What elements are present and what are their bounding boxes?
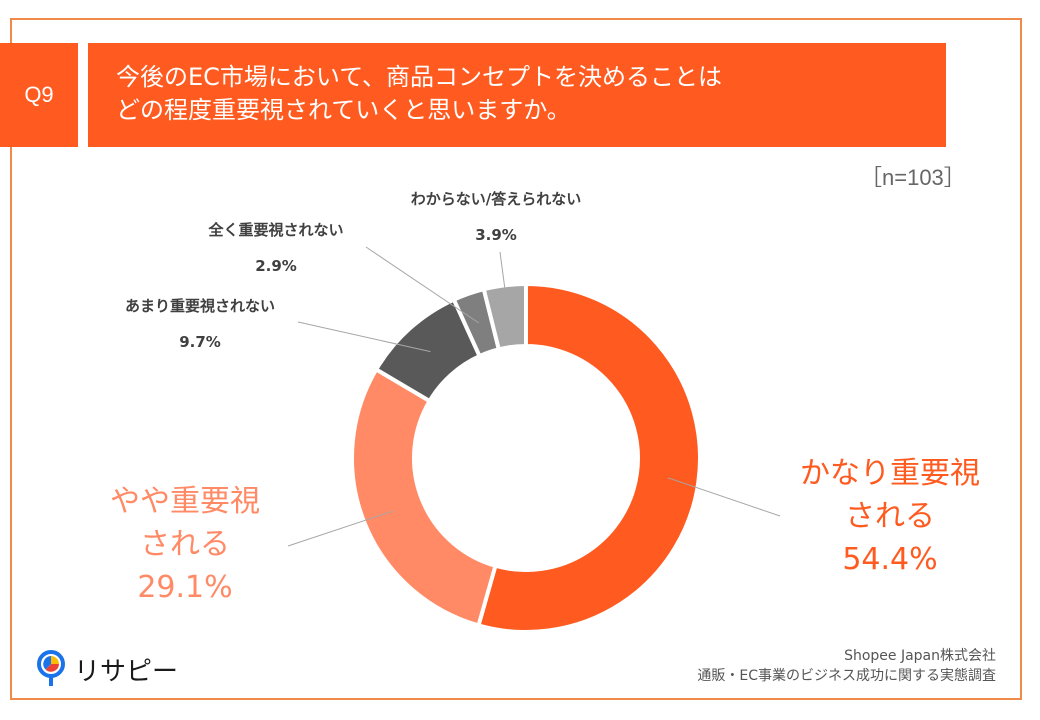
brand-logo: リサピー <box>36 650 178 688</box>
slice-label-dont-know: わからない/答えられない 3.9% <box>376 181 616 253</box>
brand-logo-text: リサピー <box>74 656 179 687</box>
slice-value-dont-know: 3.9% <box>475 226 517 244</box>
slice-label-very-important-line-1: かなり重要視 <box>800 456 980 491</box>
sample-size: ［n=103］ <box>860 165 966 190</box>
slice-label-somewhat-important-line-1: やや重要視 <box>110 484 260 519</box>
slide-frame <box>10 18 1022 700</box>
slice-dont-know <box>481 281 528 352</box>
slice-label-not-important-line-1: 全く重要視されない <box>208 221 344 239</box>
slice-value-not-very-important: 9.7% <box>179 333 221 351</box>
slice-value-very-important: 54.4% <box>842 542 938 577</box>
slice-label-not-important: 全く重要視されない 2.9% <box>176 212 376 284</box>
slice-label-dont-know-line-1: わからない/答えられない <box>410 190 582 208</box>
slice-not-important-leader-line <box>365 246 480 324</box>
source-line-2: 通販・EC事業のビジネス成功に関する実態調査 <box>697 668 996 684</box>
slice-very-important <box>476 281 702 634</box>
source-line-1: Shopee Japan株式会社 <box>844 648 996 664</box>
question-title: 今後のEC市場において、商品コンセプトを決めることは どの程度重要視されていくと… <box>88 43 946 147</box>
question-title-line-2: どの程度重要視されていくと思いますか。 <box>116 96 571 124</box>
slice-somewhat-important <box>350 366 498 628</box>
slice-label-somewhat-important-line-2: される <box>140 527 230 562</box>
slice-label-somewhat-important: やや重要視 される 29.1% <box>70 480 300 609</box>
question-tag: Q9 <box>0 43 78 147</box>
slice-somewhat-important-leader-line <box>287 510 394 547</box>
slice-value-somewhat-important: 29.1% <box>137 570 233 605</box>
slice-value-not-important: 2.9% <box>255 257 297 275</box>
slice-label-not-very-important: あまり重要視されない 9.7% <box>95 288 305 360</box>
slice-label-very-important: かなり重要視 される 54.4% <box>780 452 1000 581</box>
question-title-line-1: 今後のEC市場において、商品コンセプトを決めることは <box>116 63 723 91</box>
slice-label-very-important-line-2: される <box>845 499 935 534</box>
slice-dont-know-leader-line <box>499 251 510 317</box>
slice-very-important-leader-line <box>667 477 781 517</box>
pin-logo-icon <box>37 650 65 686</box>
source-credit: Shopee Japan株式会社 通販・EC事業のビジネス成功に関する実態調査 <box>697 646 996 686</box>
slice-not-very-important-leader-line <box>297 321 431 353</box>
slice-label-not-very-important-line-1: あまり重要視されない <box>124 297 275 315</box>
